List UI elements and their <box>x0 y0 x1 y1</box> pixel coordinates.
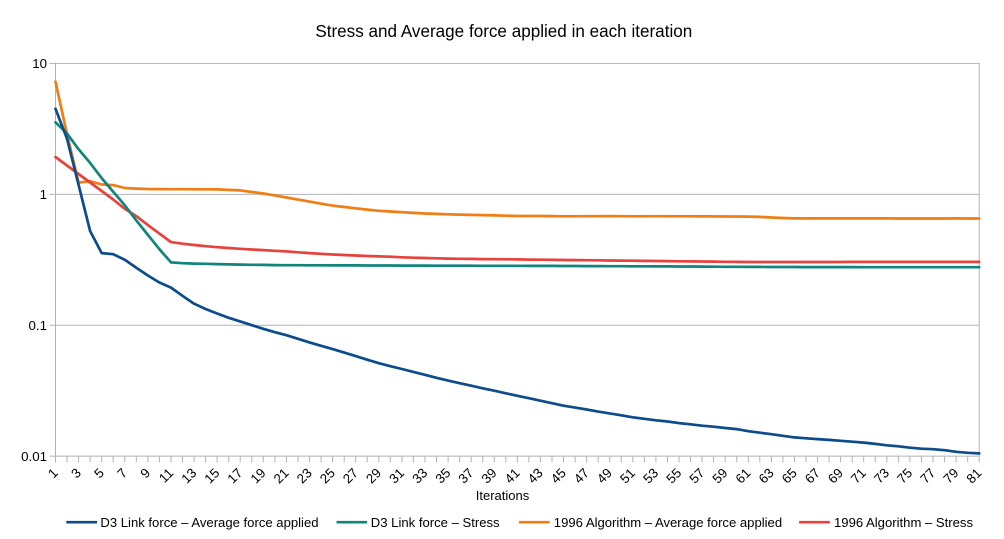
svg-text:Stress and Average force appli: Stress and Average force applied in each… <box>315 22 692 41</box>
svg-text:1996 Algorithm – Average force: 1996 Algorithm – Average force applied <box>554 515 782 530</box>
svg-text:10: 10 <box>32 56 47 71</box>
svg-text:D3 Link force – Stress: D3 Link force – Stress <box>371 515 500 530</box>
svg-text:0.1: 0.1 <box>29 318 48 333</box>
svg-text:1: 1 <box>40 187 47 202</box>
svg-text:0.01: 0.01 <box>21 449 47 464</box>
svg-text:1996 Algorithm – Stress: 1996 Algorithm – Stress <box>834 515 973 530</box>
svg-text:Iterations: Iterations <box>476 488 530 503</box>
svg-text:D3 Link force – Average force: D3 Link force – Average force applied <box>100 515 318 530</box>
